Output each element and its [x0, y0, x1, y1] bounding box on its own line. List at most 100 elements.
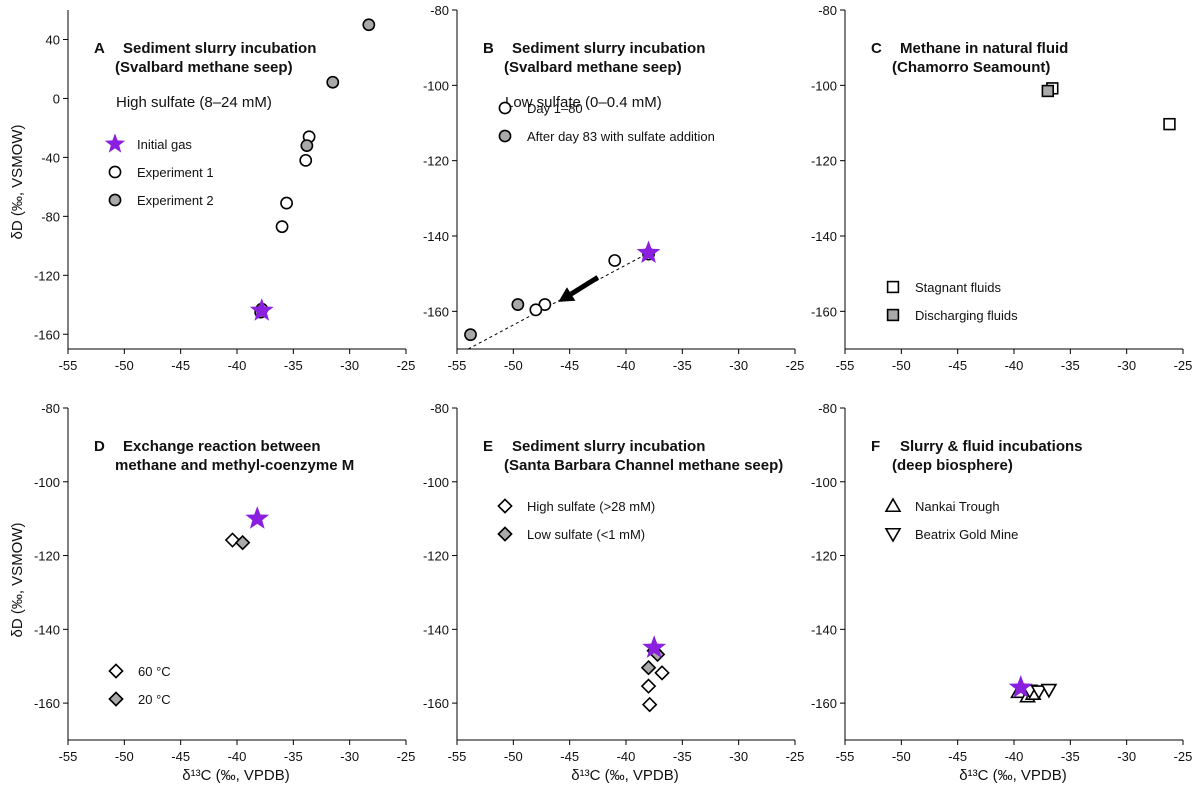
legend-label: Day 1–80: [527, 101, 583, 116]
y-tick-label: -160: [423, 304, 449, 319]
legend-triangle-down-marker: [884, 527, 902, 543]
x-tick-label: -45: [560, 749, 579, 764]
y-tick-label: -80: [430, 3, 449, 18]
x-tick-label: -50: [892, 358, 911, 373]
y-tick-label: -80: [41, 209, 60, 224]
y-tick-label: -120: [423, 154, 449, 169]
y-tick-label: -120: [34, 549, 60, 564]
arrow-head: [558, 287, 576, 302]
panel-title-line: Exchange reaction between: [123, 438, 321, 455]
y-tick-label: -140: [423, 229, 449, 244]
x-tick-label: -40: [1005, 749, 1024, 764]
x-tick-label: -25: [397, 749, 416, 764]
legend-label: Discharging fluids: [915, 308, 1018, 323]
panels-group: -55 -50 -45 -40 -35 -30 -25 40 0 -40 -80 -120 -160 A S…: [34, 3, 1192, 764]
y-tick-label: -120: [34, 268, 60, 283]
legend-star-marker: [104, 133, 126, 153]
panel-title-line: Slurry & fluid incubations: [900, 438, 1083, 455]
data-point-star: [245, 506, 270, 529]
data-point-triangle-down: [1030, 685, 1048, 700]
data-point-diamond: [640, 678, 657, 694]
x-tick-label: -45: [171, 749, 190, 764]
y-tick-label: -140: [811, 622, 837, 637]
data-point-circle: [299, 153, 313, 167]
y-tick-label: -120: [423, 549, 449, 564]
panel-C: -55 -50 -45 -40 -35 -30 -25 -80 -100 -120 -140 -160…: [811, 3, 1192, 373]
x-tick-label: -40: [617, 749, 636, 764]
y-tick-label: -80: [41, 401, 60, 416]
legend-triangle-up-marker: [884, 497, 902, 513]
y-tick-label: -140: [34, 622, 60, 637]
xlabel-right: δ¹³C (‰, VPDB): [959, 767, 1067, 784]
x-tick-label: -25: [1174, 358, 1193, 373]
y-tick-label: -80: [818, 3, 837, 18]
data-point-circle: [362, 18, 376, 32]
panel-title-line: (Santa Barbara Channel methane seep): [504, 457, 783, 474]
ylabel-bottom: δD (‰, VSMOW): [9, 522, 26, 637]
x-tick-label: -40: [228, 358, 247, 373]
panel-note: High sulfate (8–24 mM): [116, 94, 272, 111]
y-tick-label: -160: [811, 696, 837, 711]
data-point-star: [249, 298, 274, 321]
panel-letter: E: [483, 438, 493, 455]
panel-letter: A: [94, 40, 105, 57]
y-tick-label: -80: [430, 401, 449, 416]
x-tick-label: -30: [729, 358, 748, 373]
panel-letter: F: [871, 438, 880, 455]
y-tick-label: -40: [41, 150, 60, 165]
arrow-shaft: [569, 275, 600, 297]
x-tick-label: -30: [729, 749, 748, 764]
panel-E: -55 -50 -45 -40 -35 -30 -25 -80 -100 -120 -140 -160…: [423, 401, 804, 764]
legend-diamond-marker: [108, 691, 124, 707]
y-tick-label: -120: [811, 549, 837, 564]
y-tick-label: -100: [811, 475, 837, 490]
trend-line: [468, 252, 649, 350]
data-point-circle: [326, 75, 340, 89]
x-tick-label: -45: [560, 358, 579, 373]
y-tick-label: -140: [811, 229, 837, 244]
panel-title-line: (Chamorro Seamount): [892, 59, 1050, 76]
x-tick-label: -45: [948, 749, 967, 764]
panel-letter: C: [871, 40, 882, 57]
legend-circle-marker: [498, 101, 512, 115]
x-tick-label: -30: [1117, 749, 1136, 764]
y-tick-label: -160: [423, 696, 449, 711]
legend-diamond-marker: [497, 526, 513, 542]
xlabel-left: δ¹³C (‰, VPDB): [182, 767, 290, 784]
data-point-circle: [300, 139, 314, 152]
x-tick-label: -55: [59, 358, 78, 373]
x-tick-label: -25: [786, 358, 805, 373]
x-tick-label: -25: [397, 358, 416, 373]
legend-label: Nankai Trough: [915, 499, 1000, 514]
x-tick-label: -35: [284, 749, 303, 764]
panel-title-line: Sediment slurry incubation: [512, 438, 705, 455]
x-tick-label: -50: [115, 749, 134, 764]
ylabel-top: δD (‰, VSMOW): [9, 124, 26, 239]
panel-title-line: Sediment slurry incubation: [512, 40, 705, 57]
y-tick-label: -160: [34, 327, 60, 342]
data-point-diamond: [641, 696, 658, 713]
legend-label: After day 83 with sulfate addition: [527, 129, 715, 144]
panel-D: -55 -50 -45 -40 -35 -30 -25 -80 -100 -120 -140 -160…: [34, 401, 415, 764]
data-point-triangle-down: [1040, 683, 1058, 699]
data-point-star: [1008, 675, 1033, 698]
data-point-circle: [529, 303, 543, 317]
data-point-star: [636, 240, 661, 264]
panel-title-line: methane and methyl-coenzyme M: [115, 457, 354, 474]
y-tick-label: -160: [34, 696, 60, 711]
data-point-circle: [511, 298, 525, 311]
data-point-diamond: [234, 534, 251, 551]
x-tick-label: -55: [836, 749, 855, 764]
legend-label: Stagnant fluids: [915, 280, 1002, 295]
data-point-circle: [280, 196, 293, 210]
x-tick-label: -25: [786, 749, 805, 764]
legend-label: 60 °C: [138, 664, 171, 679]
x-tick-label: -50: [892, 749, 911, 764]
legend-diamond-marker: [497, 498, 513, 514]
y-tick-label: -100: [34, 475, 60, 490]
data-point-circle: [275, 220, 289, 234]
x-tick-label: -30: [340, 358, 359, 373]
panel-title-line: Methane in natural fluid: [900, 40, 1068, 57]
data-point-square: [1041, 84, 1055, 98]
